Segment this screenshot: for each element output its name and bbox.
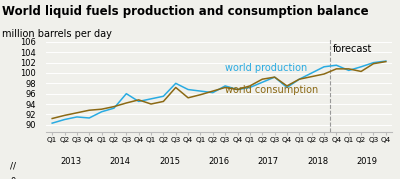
- Text: 2013: 2013: [60, 158, 81, 166]
- Text: 2016: 2016: [208, 158, 230, 166]
- Text: //: //: [10, 162, 16, 171]
- Text: 2014: 2014: [110, 158, 131, 166]
- Text: 0: 0: [11, 177, 16, 179]
- Text: million barrels per day: million barrels per day: [2, 29, 112, 39]
- Text: world production: world production: [225, 63, 308, 73]
- Text: World liquid fuels production and consumption balance: World liquid fuels production and consum…: [2, 5, 369, 18]
- Text: 2018: 2018: [307, 158, 328, 166]
- Text: 2019: 2019: [357, 158, 378, 166]
- Text: world consumption: world consumption: [225, 85, 318, 95]
- Text: 2015: 2015: [159, 158, 180, 166]
- Text: 2017: 2017: [258, 158, 279, 166]
- Text: forecast: forecast: [333, 43, 372, 54]
